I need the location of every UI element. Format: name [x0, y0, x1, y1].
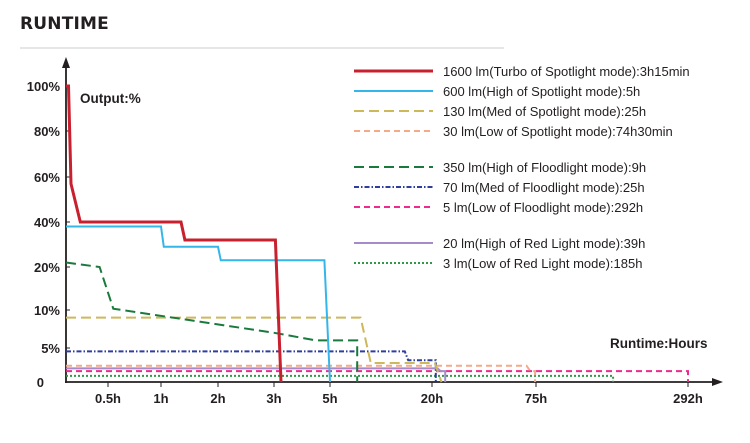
- x-axis-arrow-icon: [712, 378, 723, 386]
- y-tick-label: 20%: [34, 260, 60, 275]
- x-tick-label: 2h: [210, 391, 225, 406]
- series-line-1: [66, 84, 283, 383]
- legend-label: 20 lm(High of Red Light mode):39h: [443, 236, 645, 251]
- series-line-2: [66, 225, 331, 383]
- legend-label: 70 lm(Med of Floodlight mode):25h: [443, 180, 645, 195]
- x-tick-label: 75h: [525, 391, 547, 406]
- series-line-6: [66, 350, 437, 382]
- y-tick-label: 0: [37, 375, 44, 390]
- title-divider: [20, 47, 504, 49]
- y-tick-label: 40%: [34, 215, 60, 230]
- series-line-8: [66, 367, 447, 382]
- legend-label: 3 lm(Low of Red Light mode):185h: [443, 256, 642, 271]
- legend-item: 5 lm(Low of Floodlight mode):292h: [354, 200, 643, 215]
- x-tick-label: 5h: [322, 391, 337, 406]
- series-line-5: [65, 261, 359, 382]
- legend-item: 1600 lm(Turbo of Spotlight mode):3h15min: [354, 64, 690, 79]
- legend-item: 70 lm(Med of Floodlight mode):25h: [354, 180, 645, 195]
- legend-item: 600 lm(High of Spotlight mode):5h: [354, 84, 640, 99]
- x-tick-label: 20h: [421, 391, 443, 406]
- x-tick-label: 292h: [673, 391, 703, 406]
- x-tick-label: 0.5h: [95, 391, 121, 406]
- legend-item: 30 lm(Low of Spotlight mode):74h30min: [354, 124, 673, 139]
- page-title: RUNTIME: [20, 14, 109, 34]
- legend-label: 130 lm(Med of Spotlight mode):25h: [443, 104, 646, 119]
- y-tick-label: 60%: [34, 170, 60, 185]
- x-axis-title: Runtime:Hours: [610, 336, 708, 351]
- legend-item: 3 lm(Low of Red Light mode):185h: [354, 256, 642, 271]
- series-layer: [65, 84, 689, 383]
- series-line-4: [66, 364, 537, 382]
- y-tick-label: 80%: [34, 124, 60, 139]
- y-tick-label: 100%: [27, 79, 61, 94]
- y-axis-title: Output:%: [80, 91, 141, 106]
- legend-label: 5 lm(Low of Floodlight mode):292h: [443, 200, 643, 215]
- series-line-7: [66, 370, 689, 382]
- legend-label: 30 lm(Low of Spotlight mode):74h30min: [443, 124, 673, 139]
- y-tick-label: 5%: [41, 341, 60, 356]
- legend-item: 20 lm(High of Red Light mode):39h: [354, 236, 645, 251]
- legend: 1600 lm(Turbo of Spotlight mode):3h15min…: [354, 64, 690, 271]
- y-axis-arrow-icon: [62, 57, 70, 68]
- legend-item: 350 lm(High of Floodlight mode):9h: [354, 160, 646, 175]
- legend-label: 1600 lm(Turbo of Spotlight mode):3h15min: [443, 64, 690, 79]
- x-tick-label: 1h: [153, 391, 168, 406]
- legend-item: 130 lm(Med of Spotlight mode):25h: [354, 104, 646, 119]
- axes: 0 5% 10% 20% 40% 60% 80% 100% 0.5h 1h 2h 3h 5h 20h 75h…: [27, 57, 723, 406]
- y-tick-label: 10%: [34, 303, 60, 318]
- series-line-3: [66, 316, 443, 383]
- legend-label: 600 lm(High of Spotlight mode):5h: [443, 84, 640, 99]
- series-line-9: [66, 374, 615, 382]
- legend-label: 350 lm(High of Floodlight mode):9h: [443, 160, 646, 175]
- x-tick-label: 3h: [266, 391, 281, 406]
